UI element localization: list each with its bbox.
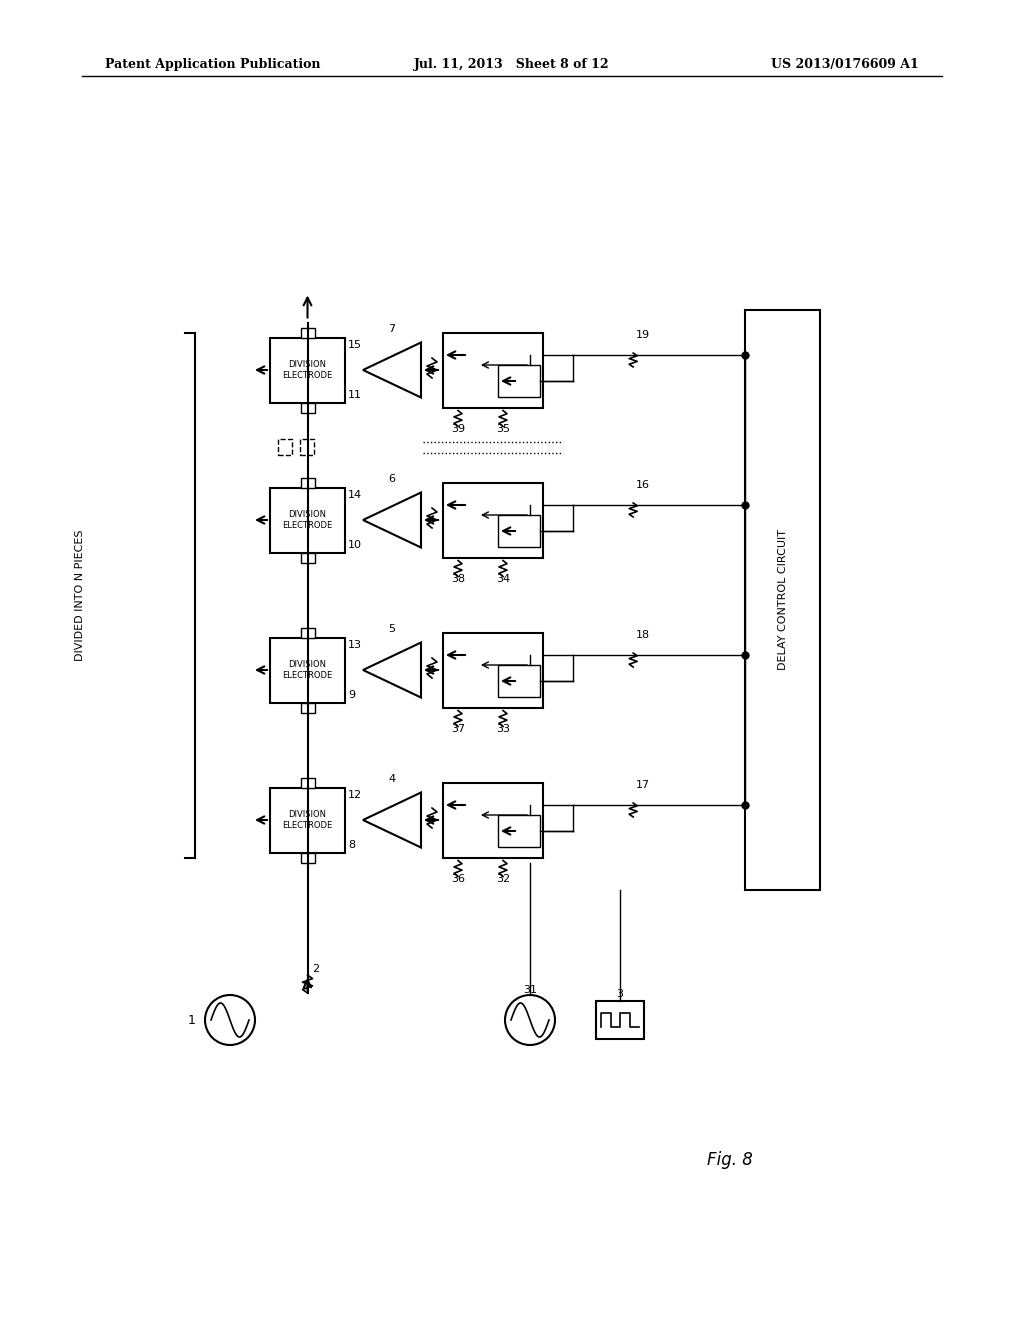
Text: 33: 33	[496, 725, 510, 734]
Bar	[596, 1001, 644, 1039]
Text: 3: 3	[616, 989, 624, 999]
Text: Jul. 11, 2013   Sheet 8 of 12: Jul. 11, 2013 Sheet 8 of 12	[414, 58, 610, 71]
Text: 4: 4	[388, 775, 395, 784]
Bar	[300, 327, 314, 338]
Bar	[270, 338, 345, 403]
Text: Patent Application Publication: Patent Application Publication	[105, 58, 321, 71]
Text: 5: 5	[388, 624, 395, 635]
Text: DELAY CONTROL CIRCUIT: DELAY CONTROL CIRCUIT	[777, 529, 787, 671]
Text: US 2013/0176609 A1: US 2013/0176609 A1	[771, 58, 919, 71]
Text: 18: 18	[636, 630, 650, 640]
Bar	[300, 777, 314, 788]
Text: 10: 10	[348, 540, 362, 549]
Text: 2: 2	[312, 964, 319, 974]
Text: 1: 1	[188, 1014, 196, 1027]
Text: 38: 38	[451, 574, 465, 585]
Bar	[443, 783, 543, 858]
Text: 35: 35	[496, 425, 510, 434]
Text: 17: 17	[636, 780, 650, 789]
Text: 7: 7	[388, 325, 395, 334]
Text: 37: 37	[451, 725, 465, 734]
Text: 39: 39	[451, 425, 465, 434]
Bar	[498, 366, 540, 397]
Bar	[300, 403, 314, 412]
Text: 31: 31	[523, 985, 537, 995]
Text: 15: 15	[348, 341, 362, 351]
Text: 6: 6	[388, 474, 395, 484]
Text: DIVISION
ELECTRODE: DIVISION ELECTRODE	[283, 511, 333, 529]
Text: 9: 9	[348, 689, 355, 700]
Text: 16: 16	[636, 480, 650, 490]
Bar	[443, 632, 543, 708]
Bar	[300, 853, 314, 862]
Bar	[300, 553, 314, 562]
Bar	[278, 440, 292, 455]
Text: 13: 13	[348, 640, 362, 651]
Bar	[498, 814, 540, 847]
Bar	[498, 665, 540, 697]
Bar	[270, 788, 345, 853]
Text: 12: 12	[348, 791, 362, 800]
Text: DIVISION
ELECTRODE: DIVISION ELECTRODE	[283, 660, 333, 680]
Text: 11: 11	[348, 389, 362, 400]
Bar	[443, 483, 543, 557]
Bar	[443, 333, 543, 408]
Bar	[300, 440, 314, 455]
Text: Fig. 8: Fig. 8	[707, 1151, 753, 1170]
Text: 36: 36	[451, 874, 465, 884]
Bar	[270, 638, 345, 702]
Text: DIVISION
ELECTRODE: DIVISION ELECTRODE	[283, 810, 333, 830]
Bar	[745, 310, 820, 890]
Text: DIVISION
ELECTRODE: DIVISION ELECTRODE	[283, 360, 333, 380]
Text: 32: 32	[496, 874, 510, 884]
Bar	[498, 515, 540, 546]
Bar	[300, 478, 314, 487]
Text: 19: 19	[636, 330, 650, 341]
Text: 8: 8	[348, 840, 355, 850]
Bar	[300, 702, 314, 713]
Text: 14: 14	[348, 491, 362, 500]
Text: DIVIDED INTO N PIECES: DIVIDED INTO N PIECES	[75, 529, 85, 661]
Bar	[300, 627, 314, 638]
Bar	[270, 487, 345, 553]
Text: 34: 34	[496, 574, 510, 585]
